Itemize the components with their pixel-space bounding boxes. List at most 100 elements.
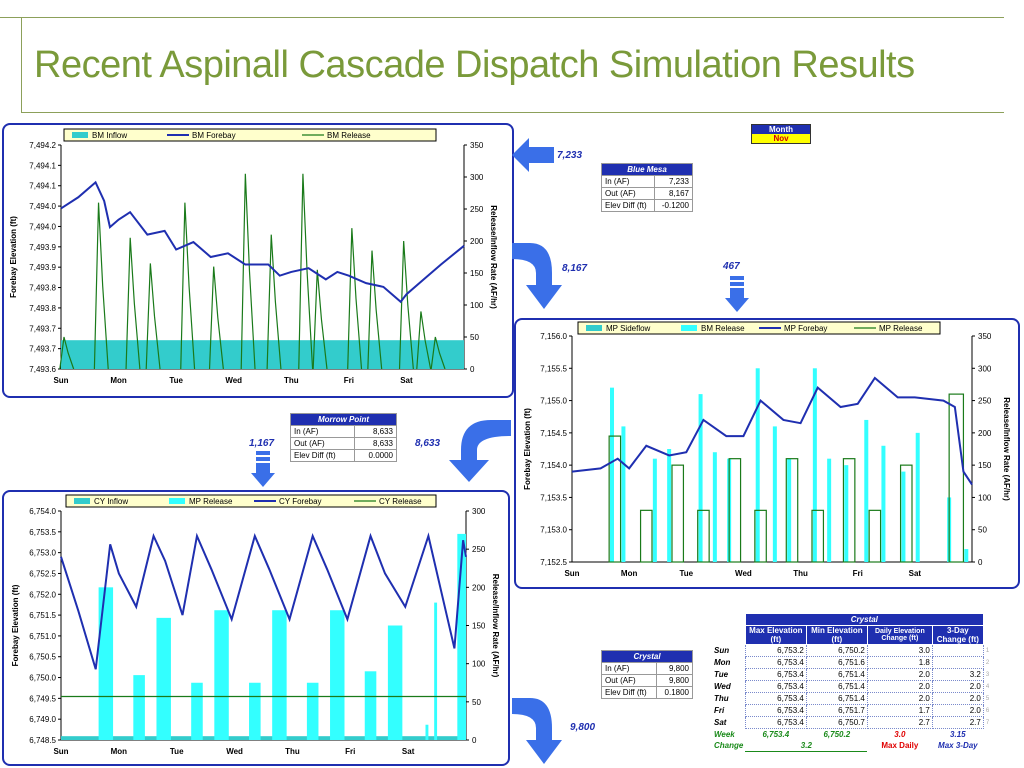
summary-label: Out (AF) <box>600 674 658 687</box>
mp-release-bar <box>272 610 287 740</box>
release-block <box>785 458 799 563</box>
y2-tick-label: 200 <box>472 583 486 592</box>
summary-value: 8,167 <box>654 187 693 200</box>
frame-top-line <box>0 17 1004 18</box>
table-cell-day: Thu <box>714 694 729 703</box>
table-cell-daily: 2.7 <box>866 716 933 729</box>
y-tick-label: 7,494.0 <box>29 202 56 211</box>
x-tick-label: Tue <box>169 376 183 385</box>
table-cell-max: 6,753.4 <box>744 716 807 729</box>
y-tick-label: 6,754.0 <box>29 507 56 516</box>
y-axis-title: Forebay Elevation (ft) <box>523 408 532 490</box>
table-cell-max: 6,753.4 <box>744 656 807 669</box>
table-cell-min: 6,751.7 <box>805 704 868 717</box>
week-min: 6,750.2 <box>823 730 851 739</box>
release-pulse <box>145 263 161 370</box>
table-cell-min: 6,751.4 <box>805 680 868 693</box>
legend-swatch <box>169 498 185 504</box>
morrow-point-chart: 7,152.5 7,153.0 7,153.5 7,154.0 7,154.5 7,155… <box>514 318 1020 589</box>
month-selector[interactable]: Month Nov <box>751 124 811 144</box>
summary-label: Elev Diff (ft) <box>600 199 656 212</box>
y2-tick-label: 100 <box>472 660 486 669</box>
y-tick-label: 7,153.0 <box>540 526 567 535</box>
y2-axis-title: Release/Inflow Rate (AF/hr) <box>491 574 500 678</box>
morrow-point-summary: Morrow Point In (AF) 8,633 Out (AF) 8,633 … <box>289 413 397 462</box>
table-cell-max: 6,753.2 <box>744 644 807 657</box>
x-tick-label: Wed <box>735 569 752 578</box>
mp-to-cy-label: 8,633 <box>415 438 441 449</box>
table-cell-idx: 1 <box>985 647 990 654</box>
mp-to-cy-arrow-icon <box>449 420 511 482</box>
week-daily: 3.0 <box>894 730 906 739</box>
y-tick-label: 7,156.0 <box>540 332 567 341</box>
y-tick-label: 6,752.5 <box>29 569 56 578</box>
table-corner <box>983 740 991 752</box>
table-cell-idx: 7 <box>985 719 990 726</box>
table-cell-day: Sun <box>714 646 730 655</box>
mp-release-bar <box>434 602 438 740</box>
x-tick-label: Sun <box>564 569 579 578</box>
table-cell-three: 2.0 <box>931 692 984 705</box>
release-block <box>948 393 965 563</box>
summary-label: In (AF) <box>289 425 356 438</box>
y-tick-label: 7,155.0 <box>540 397 567 406</box>
x-tick-label: Sat <box>909 569 922 578</box>
y-tick-label: 6,749.5 <box>29 694 56 703</box>
release-block <box>811 509 825 563</box>
table-corner <box>712 626 745 645</box>
y-axis-title: Forebay Elevation (ft) <box>11 584 20 666</box>
table-cell-idx: 6 <box>985 707 990 714</box>
y2-tick-label: 0 <box>470 365 475 374</box>
legend-label: CY Forebay <box>279 497 322 506</box>
y2-tick-label: 300 <box>470 173 484 182</box>
table-corner <box>712 614 745 626</box>
y2-tick-label: 250 <box>470 205 484 214</box>
legend-label: BM Release <box>327 131 371 140</box>
month-value[interactable]: Nov <box>752 134 810 143</box>
summary-value: 7,233 <box>654 175 693 188</box>
page-title: Recent Aspinall Cascade Dispatch Simulat… <box>34 44 915 86</box>
y-tick-label: 6,753.5 <box>29 528 56 537</box>
release-pulse <box>59 336 75 370</box>
legend-box <box>65 494 437 508</box>
y-tick-label: 6,751.0 <box>29 632 56 641</box>
mp-release-bar <box>425 724 429 740</box>
table-cell-daily: 1.8 <box>866 656 933 669</box>
legend-label: CY Release <box>379 497 422 506</box>
bm-inflow-arrow-icon <box>512 138 554 172</box>
forebay-line <box>60 532 467 670</box>
legend-swatch <box>586 325 602 331</box>
legend-label: MP Release <box>879 324 923 333</box>
x-tick-label: Mon <box>111 747 128 756</box>
col-header: Min Elevation (ft) <box>805 625 868 645</box>
mp-release-bar <box>214 610 229 740</box>
table-row: Thu 6,753.4 6,751.4 2.0 2.0 5 <box>712 692 991 705</box>
crystal-table-body: Sun 6,753.2 6,750.2 3.0 1 Mon 6,753.4 6,751.6 1.… <box>712 644 991 729</box>
x-tick-label: Sat <box>402 747 415 756</box>
mp-sideflow-arrow-icon <box>725 276 749 312</box>
y2-tick-label: 200 <box>470 237 484 246</box>
bm-release-bar <box>844 465 849 562</box>
bm-release-bar <box>712 452 717 562</box>
release-block <box>697 509 710 563</box>
table-cell-daily: 1.7 <box>866 704 933 717</box>
bm-release-bar <box>652 458 657 562</box>
y2-tick-label: 100 <box>978 493 992 502</box>
y2-tick-label: 150 <box>978 461 992 470</box>
mp-release-bar <box>156 617 171 740</box>
release-pulse <box>298 173 314 370</box>
y2-tick-label: 150 <box>470 269 484 278</box>
release-pulse <box>240 173 256 370</box>
legend-label: MP Forebay <box>784 324 827 333</box>
y-tick-label: 7,494.0 <box>29 222 56 231</box>
table-row: Wed 6,753.4 6,751.4 2.0 2.0 4 <box>712 680 991 693</box>
bm-inflow-label: 7,233 <box>557 150 583 161</box>
bm-release-bar <box>915 432 920 562</box>
legend-label: BM Release <box>701 324 745 333</box>
y-tick-label: 6,749.0 <box>29 715 56 724</box>
table-cell-three: 2.7 <box>931 716 984 729</box>
legend-label: MP Release <box>189 497 233 506</box>
y-tick-label: 6,750.0 <box>29 674 56 683</box>
cy-sideflow-label: 1,167 <box>249 438 275 449</box>
col-header: Max Elevation (ft) <box>744 625 807 645</box>
